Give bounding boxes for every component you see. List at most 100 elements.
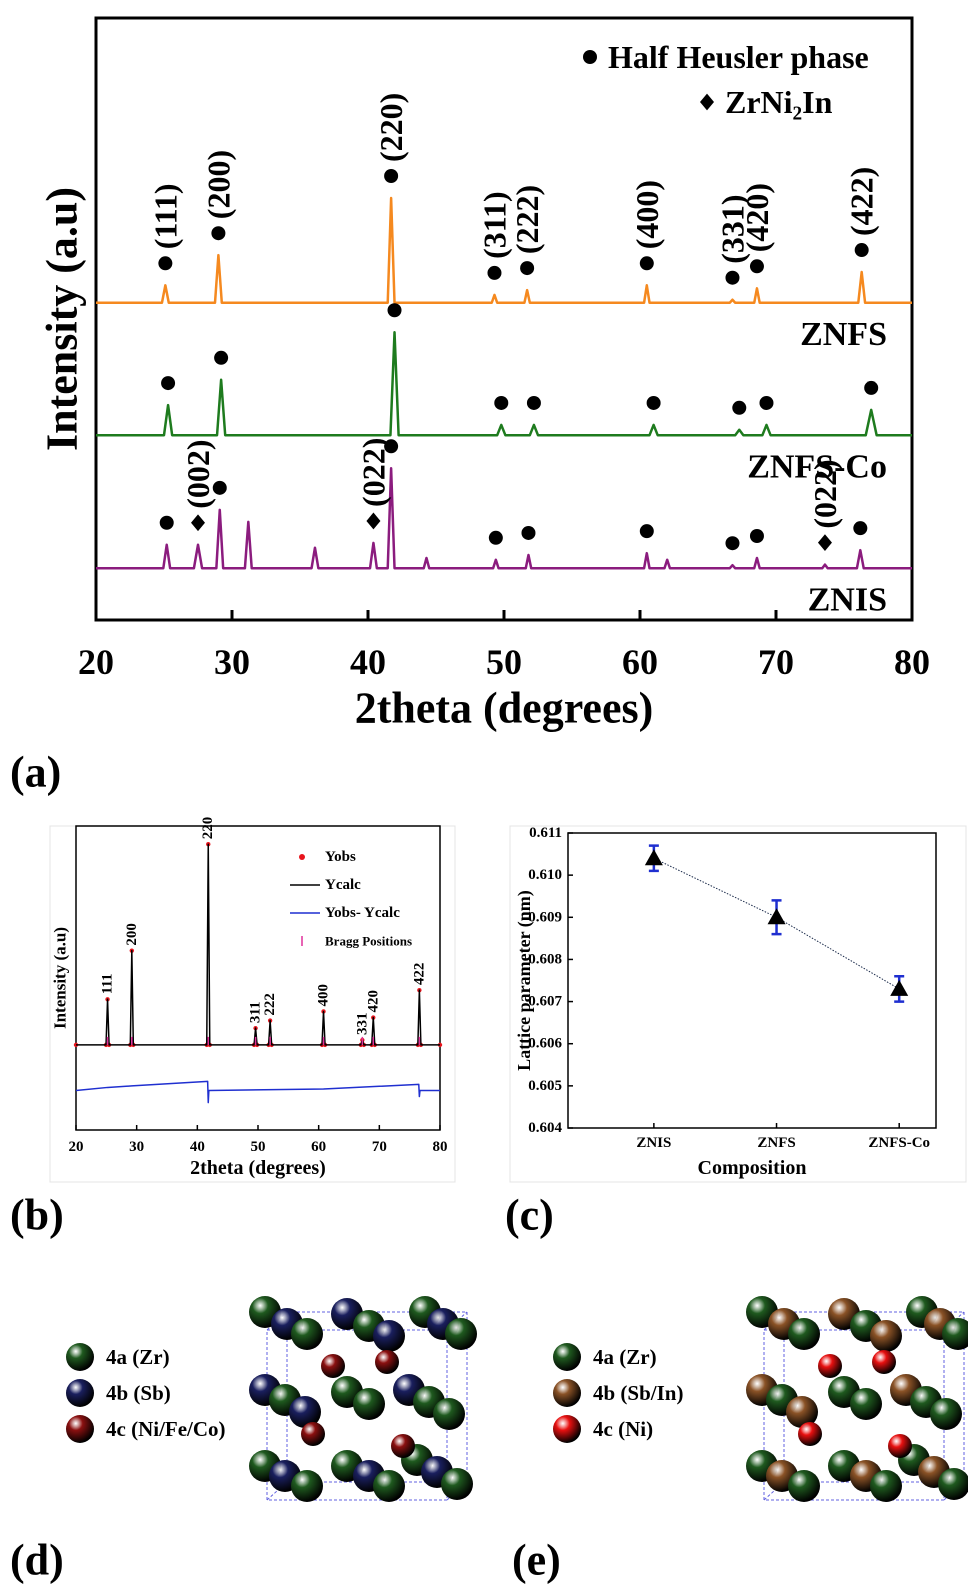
data-point — [644, 849, 663, 866]
peak-label: 400 — [316, 984, 332, 1007]
legend-label: 4b (Sb/In) — [593, 1381, 683, 1405]
peak-marker — [159, 515, 174, 530]
atom — [938, 1468, 968, 1500]
peak-label: (400) — [629, 180, 665, 249]
x-tick-label: 20 — [69, 1139, 84, 1155]
peak-marker — [520, 261, 535, 276]
peak-label: (311) — [476, 191, 512, 259]
peak-marker — [639, 524, 654, 539]
legend-label: Half Heusler phase — [608, 39, 869, 75]
legend-label: 4a (Zr) — [593, 1345, 657, 1369]
peak-marker — [817, 534, 832, 552]
x-tick-label: ZNIS — [636, 1135, 671, 1151]
peak-marker — [749, 259, 764, 274]
atom — [870, 1470, 902, 1502]
atom — [433, 1398, 465, 1430]
x-tick-label: 60 — [311, 1139, 326, 1155]
peak-marker — [158, 256, 173, 271]
peak-marker — [488, 530, 503, 545]
peak-marker — [384, 168, 399, 183]
atom — [870, 1320, 902, 1352]
panel-c-border — [509, 825, 967, 1183]
peak-marker — [646, 395, 661, 410]
x-tick-label: ZNFS-Co — [868, 1135, 930, 1151]
legend-label: Ycalc — [325, 877, 361, 893]
atom — [872, 1350, 896, 1374]
x-tick-label: 80 — [894, 642, 930, 682]
peak-marker — [387, 303, 402, 318]
peak-marker — [161, 376, 176, 391]
x-tick-label: 60 — [622, 642, 658, 682]
peak-marker — [521, 525, 536, 540]
peak-marker — [854, 243, 869, 258]
legend-label: Bragg Positions — [325, 934, 412, 949]
peak-marker — [494, 395, 509, 410]
atom — [942, 1318, 968, 1350]
series-line — [76, 843, 440, 1046]
legend-label: 4c (Ni) — [593, 1417, 653, 1441]
legend-atom — [553, 1379, 581, 1407]
y-tick-label: 0.609 — [528, 909, 562, 925]
y-tick-label: 0.610 — [528, 867, 562, 883]
legend-atom — [66, 1415, 94, 1443]
panel-label: (a) — [10, 748, 61, 797]
data-point — [890, 979, 909, 996]
atom — [353, 1388, 385, 1420]
peak-label: 200 — [124, 923, 140, 946]
x-tick-label: 40 — [350, 642, 386, 682]
atom — [291, 1318, 323, 1350]
y-axis-label: Intensity (a.u) — [38, 187, 87, 451]
peak-label: 111 — [100, 973, 116, 994]
peak-marker — [384, 439, 399, 454]
x-tick-label: 20 — [78, 642, 114, 682]
peak-marker — [211, 226, 226, 241]
peak-marker — [732, 400, 747, 415]
atom — [291, 1470, 323, 1502]
legend-marker — [583, 50, 597, 64]
plot-frame — [567, 832, 937, 1129]
atom — [301, 1422, 325, 1446]
peak-marker — [214, 350, 229, 365]
peak-label: (002) — [180, 439, 216, 508]
x-axis-label: Composition — [698, 1157, 807, 1179]
legend-label: 4a (Zr) — [106, 1345, 170, 1369]
atom — [373, 1320, 405, 1352]
x-tick-label: 70 — [372, 1139, 387, 1155]
panel-label: (e) — [512, 1536, 561, 1585]
series-line — [96, 196, 912, 304]
peak-marker — [639, 256, 654, 271]
peak-label: (111) — [147, 184, 183, 250]
peak-label: (220) — [373, 93, 409, 162]
atom — [373, 1470, 405, 1502]
x-tick-label: 30 — [214, 642, 250, 682]
atom — [818, 1354, 842, 1378]
atom — [441, 1468, 473, 1500]
atom — [321, 1354, 345, 1378]
atom — [798, 1422, 822, 1446]
peak-marker — [853, 521, 868, 536]
x-tick-label: 40 — [190, 1139, 205, 1155]
peak-label: 311 — [248, 1001, 264, 1023]
x-axis-label: 2theta (degrees) — [190, 1157, 326, 1179]
legend-marker — [700, 93, 714, 111]
y-tick-label: 0.605 — [528, 1078, 562, 1094]
legend-atom — [66, 1343, 94, 1371]
panel-label: (b) — [10, 1191, 64, 1240]
panel-label: (c) — [505, 1191, 554, 1240]
atom — [391, 1434, 415, 1458]
series-line — [75, 1080, 440, 1104]
y-tick-label: 0.608 — [528, 951, 562, 967]
legend-label: ZrNi₂In — [725, 84, 833, 120]
atom — [375, 1350, 399, 1374]
legend-label: Yobs- Ycalc — [325, 905, 400, 921]
series-label: ZNFS-Co — [747, 449, 887, 486]
data-point — [767, 908, 786, 925]
series-line — [96, 467, 912, 570]
peak-label: (200) — [200, 150, 236, 219]
peak-marker — [526, 395, 541, 410]
peak-marker — [864, 380, 879, 395]
x-tick-label: 70 — [758, 642, 794, 682]
panel-label: (d) — [10, 1536, 64, 1585]
